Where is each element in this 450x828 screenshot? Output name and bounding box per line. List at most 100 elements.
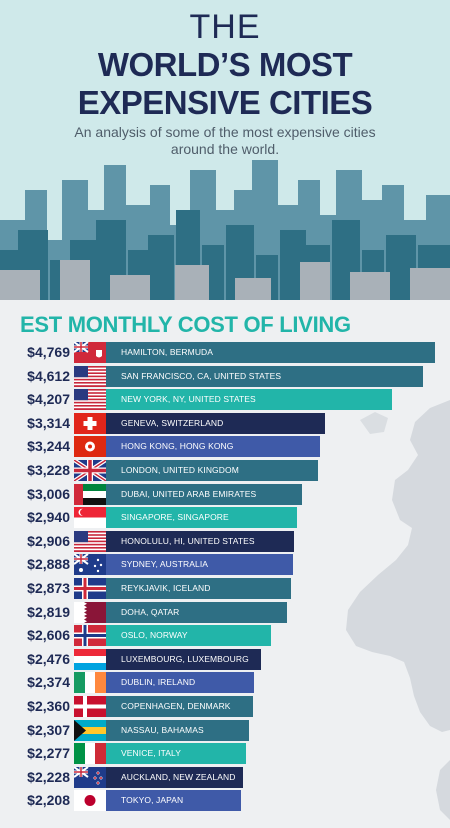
world-map-illustration xyxy=(346,400,450,820)
bar-row: $4,612 SAN FRANCISCO, CA, UNITED STATES xyxy=(0,365,450,388)
city-label: NEW YORK, NY, UNITED STATES xyxy=(121,394,256,405)
cost-label: $4,207 xyxy=(27,391,70,408)
city-label: LONDON, UNITED KINGDOM xyxy=(121,465,239,475)
cost-bar: REYKJAVIK, ICELAND xyxy=(74,578,291,599)
cost-label: $4,769 xyxy=(27,344,70,360)
cost-bar: SYDNEY, AUSTRALIA xyxy=(74,554,293,576)
usa-flag-icon xyxy=(74,530,106,552)
cost-label: $4,612 xyxy=(27,367,70,384)
cost-label: $2,208 xyxy=(27,792,70,809)
cost-bar: HAMILTON, BERMUDA xyxy=(74,342,435,363)
city-label: VENICE, ITALY xyxy=(121,748,182,759)
uk-flag-icon xyxy=(74,460,106,481)
bar-row: $3,314 GENEVA, SWITZERLAND xyxy=(0,412,450,435)
bar-row: $4,207 NEW YORK, NY, UNITED STATES xyxy=(0,389,450,411)
cost-bar: SINGAPORE, SINGAPORE xyxy=(74,507,297,529)
cost-label: $3,228 xyxy=(27,462,70,478)
cost-bar: LUXEMBOURG, LUXEMBOURG xyxy=(74,648,261,670)
city-label: HONG KONG, HONG KONG xyxy=(121,441,234,452)
japan-flag-icon xyxy=(74,790,106,812)
bar-row: $2,360 COPENHAGEN, DENMARK xyxy=(0,696,450,718)
cost-bar: AUCKLAND, NEW ZEALAND xyxy=(74,766,243,788)
bar-row: $2,307 NASSAU, BAHAMAS xyxy=(0,719,450,742)
city-label: HONOLULU, HI, UNITED STATES xyxy=(121,535,255,546)
cost-bar: TOKYO, JAPAN xyxy=(74,790,241,812)
bar-row: $2,819 DOHA, QATAR xyxy=(0,601,450,624)
city-skyline-illustration xyxy=(0,160,450,310)
uae-flag-icon xyxy=(74,483,106,505)
ireland-flag-icon xyxy=(74,672,106,694)
city-label: COPENHAGEN, DENMARK xyxy=(121,701,231,711)
bar-row: $4,769 HAMILTON, BERMUDA xyxy=(0,342,450,364)
cost-label: $2,873 xyxy=(27,580,70,596)
bar-row: $2,208 TOKYO, JAPAN xyxy=(0,790,450,812)
cost-bar: DUBLIN, IRELAND xyxy=(74,672,254,694)
usa-flag-icon xyxy=(74,389,106,411)
city-label: REYKJAVIK, ICELAND xyxy=(121,583,211,593)
norway-flag-icon xyxy=(74,625,106,647)
denmark-flag-icon xyxy=(74,696,106,717)
bar-row: $2,374 DUBLIN, IRELAND xyxy=(0,672,450,694)
cost-label: $2,374 xyxy=(27,674,70,691)
cost-label: $2,228 xyxy=(27,768,70,785)
cost-label: $2,888 xyxy=(27,556,70,573)
cost-bar: HONG KONG, HONG KONG xyxy=(74,436,320,458)
page-subtitle: An analysis of some of the most expensiv… xyxy=(74,124,376,157)
cost-label: $3,314 xyxy=(27,414,70,431)
iceland-flag-icon xyxy=(74,578,106,599)
bar-row: $2,277 VENICE, ITALY xyxy=(0,743,450,765)
bar-row: $2,228 AUCKLAND, NEW ZEALAND xyxy=(0,766,450,789)
cost-bar: NASSAU, BAHAMAS xyxy=(74,719,249,741)
city-label: OSLO, NORWAY xyxy=(121,630,188,641)
chart-title: EST MONTHLY COST OF LIVING xyxy=(20,312,351,337)
cost-label: $2,906 xyxy=(27,532,70,549)
page-title-line-1: WORLD’S MOST xyxy=(97,46,353,83)
city-label: SAN FRANCISCO, CA, UNITED STATES xyxy=(121,370,282,381)
cost-label: $2,476 xyxy=(27,650,70,667)
bar-row: $3,228 LONDON, UNITED KINGDOM xyxy=(0,460,450,482)
city-label: SYDNEY, AUSTRALIA xyxy=(121,559,209,570)
city-label: DUBLIN, IRELAND xyxy=(121,677,196,688)
cost-label: $3,006 xyxy=(27,485,70,502)
australia-flag-icon xyxy=(74,554,106,576)
cost-label: $2,277 xyxy=(27,745,70,762)
cost-bar: VENICE, ITALY xyxy=(74,743,246,765)
bar-row: $2,873 REYKJAVIK, ICELAND xyxy=(0,578,450,600)
bar-row: $2,888 SYDNEY, AUSTRALIA xyxy=(0,554,450,576)
bar-row: $2,606 OSLO, NORWAY xyxy=(0,625,450,647)
title-the: THE xyxy=(189,8,261,46)
cost-bar: DUBAI, UNITED ARAB EMIRATES xyxy=(74,483,302,505)
city-label: SINGAPORE, SINGAPORE xyxy=(121,512,229,523)
cost-bar: SAN FRANCISCO, CA, UNITED STATES xyxy=(74,365,423,387)
city-label: TOKYO, JAPAN xyxy=(121,795,184,806)
cost-label: $2,360 xyxy=(27,698,70,714)
cost-label: $2,307 xyxy=(27,721,70,738)
bar-row: $3,006 DUBAI, UNITED ARAB EMIRATES xyxy=(0,483,450,506)
hongkong-flag-icon xyxy=(74,436,106,458)
bar-row: $3,244 HONG KONG, HONG KONG xyxy=(0,436,450,458)
bermuda-flag-icon xyxy=(74,342,106,363)
cost-bar: GENEVA, SWITZERLAND xyxy=(74,412,325,434)
cost-label: $2,606 xyxy=(27,627,70,644)
page-title-line-2: EXPENSIVE CITIES xyxy=(77,84,373,121)
city-label: AUCKLAND, NEW ZEALAND xyxy=(121,771,236,782)
cost-label: $3,244 xyxy=(27,438,70,455)
newzealand-flag-icon xyxy=(74,766,106,788)
cost-label: $2,819 xyxy=(27,603,70,620)
city-label: GENEVA, SWITZERLAND xyxy=(121,417,224,428)
usa-flag-icon xyxy=(74,365,106,387)
switzerland-flag-icon xyxy=(74,412,106,434)
qatar-flag-icon xyxy=(74,601,106,623)
cost-label: $2,940 xyxy=(27,509,70,526)
bar-row: $2,940 SINGAPORE, SINGAPORE xyxy=(0,507,450,529)
city-label: DUBAI, UNITED ARAB EMIRATES xyxy=(121,488,257,499)
city-label: DOHA, QATAR xyxy=(121,606,180,617)
cost-bar: NEW YORK, NY, UNITED STATES xyxy=(74,389,392,411)
city-label: NASSAU, BAHAMAS xyxy=(121,724,204,735)
italy-flag-icon xyxy=(74,743,106,765)
city-label: LUXEMBOURG, LUXEMBOURG xyxy=(121,653,249,664)
cost-bar: COPENHAGEN, DENMARK xyxy=(74,696,253,717)
cost-bar: LONDON, UNITED KINGDOM xyxy=(74,460,318,481)
luxembourg-flag-icon xyxy=(74,648,106,670)
city-label: HAMILTON, BERMUDA xyxy=(121,347,214,357)
